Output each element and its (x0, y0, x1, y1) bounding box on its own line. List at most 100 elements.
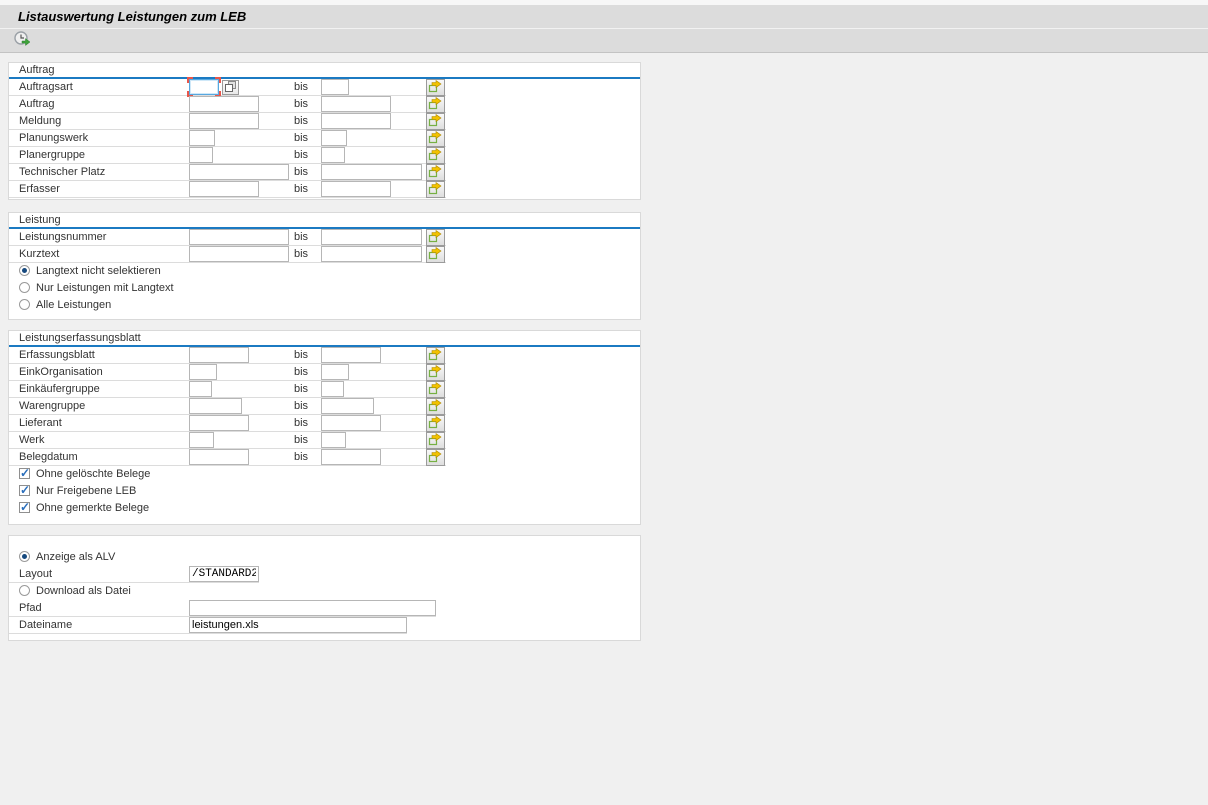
planergruppe-to-input[interactable] (321, 147, 345, 163)
planungswerk-to-input[interactable] (321, 130, 347, 146)
multi-select-arrow-icon (428, 246, 443, 263)
multi-select-arrow-icon (428, 347, 443, 364)
multi-select-button[interactable] (426, 432, 445, 449)
multi-select-button[interactable] (426, 347, 445, 364)
multi-select-button[interactable] (426, 246, 445, 263)
group-title-divider (9, 345, 640, 347)
radio-button[interactable] (19, 299, 30, 310)
technischer-platz-from-input[interactable] (189, 164, 289, 180)
focus-corner (215, 77, 221, 83)
field-row-erfassungsblatt: Erfassungsblatt bis (9, 347, 446, 364)
meldung-from-input[interactable] (189, 113, 259, 129)
erfasser-to-input[interactable] (321, 181, 391, 197)
planungswerk-from-input[interactable] (189, 130, 215, 146)
leistungsnummer-from-input[interactable] (189, 229, 289, 245)
bis-label: bis (294, 132, 309, 144)
radio-button[interactable] (19, 551, 30, 562)
group-box-auftrag: Auftrag Auftragsart (8, 62, 641, 200)
multi-select-button[interactable] (426, 364, 445, 381)
radio-button[interactable] (19, 282, 30, 293)
pfad-input[interactable] (189, 600, 436, 616)
warengruppe-to-input[interactable] (321, 398, 374, 414)
bis-label: bis (294, 183, 309, 195)
multi-select-button[interactable] (426, 130, 445, 147)
field-row-planungswerk: Planungswerk bis (9, 130, 446, 147)
belegdatum-to-input[interactable] (321, 449, 381, 465)
technischer-platz-to-input[interactable] (321, 164, 422, 180)
multi-select-button[interactable] (426, 96, 445, 113)
bis-label: bis (294, 349, 309, 361)
multi-select-button[interactable] (426, 381, 445, 398)
field-label: Auftrag (19, 98, 55, 110)
multi-select-button[interactable] (426, 449, 445, 466)
einkaeufergruppe-to-input[interactable] (321, 381, 344, 397)
erfassungsblatt-to-input[interactable] (321, 347, 381, 363)
kurztext-from-input[interactable] (189, 246, 289, 262)
field-row-auftragsart: Auftragsart bis (9, 77, 446, 97)
auftragsart-to-input[interactable] (321, 79, 349, 95)
multi-select-arrow-icon (428, 364, 443, 381)
execute-button[interactable] (10, 30, 34, 51)
selection-screen: Auftrag Auftragsart (0, 53, 1208, 805)
multi-select-arrow-icon (428, 381, 443, 398)
field-row-einkorganisation: EinkOrganisation bis (9, 364, 446, 381)
multi-select-button[interactable] (426, 181, 445, 198)
planergruppe-from-input[interactable] (189, 147, 213, 163)
einkaeufergruppe-from-input[interactable] (189, 381, 212, 397)
field-label: Dateiname (19, 619, 73, 631)
dateiname-input[interactable] (189, 617, 407, 633)
field-row-meldung: Meldung bis (9, 113, 446, 130)
multi-select-arrow-icon (428, 147, 443, 164)
checkbox[interactable]: ✓ (19, 483, 31, 497)
radio-button[interactable] (19, 585, 30, 596)
werk-from-input[interactable] (189, 432, 214, 448)
auftrag-to-input[interactable] (321, 96, 391, 112)
multi-select-button[interactable] (426, 113, 445, 130)
erfassungsblatt-from-input[interactable] (189, 347, 249, 363)
multi-select-arrow-icon (428, 229, 443, 246)
erfasser-from-input[interactable] (189, 181, 259, 197)
werk-to-input[interactable] (321, 432, 346, 448)
multi-select-button[interactable] (426, 79, 445, 96)
multi-select-arrow-icon (428, 113, 443, 130)
multi-select-button[interactable] (426, 398, 445, 415)
kurztext-to-input[interactable] (321, 246, 422, 262)
field-row-pfad: Pfad (9, 600, 436, 617)
lieferant-to-input[interactable] (321, 415, 381, 431)
group-title-divider (9, 77, 640, 79)
auftrag-from-input[interactable] (189, 96, 259, 112)
field-row-dateiname: Dateiname (9, 617, 407, 634)
meldung-to-input[interactable] (321, 113, 391, 129)
auftragsart-from-input[interactable] (189, 79, 219, 95)
field-row-auftrag: Auftrag bis (9, 96, 446, 113)
bis-label: bis (294, 166, 309, 178)
warengruppe-from-input[interactable] (189, 398, 242, 414)
focus-corner (187, 77, 193, 83)
multi-select-button[interactable] (426, 415, 445, 432)
einkorganisation-from-input[interactable] (189, 364, 217, 380)
multi-select-button[interactable] (426, 164, 445, 181)
screen-titlebar: Listauswertung Leistungen zum LEB (0, 5, 1208, 29)
value-help-button[interactable] (222, 80, 239, 95)
checkbox[interactable]: ✓ (19, 466, 31, 480)
lieferant-from-input[interactable] (189, 415, 249, 431)
belegdatum-from-input[interactable] (189, 449, 249, 465)
multi-select-button[interactable] (426, 229, 445, 246)
leistungsnummer-to-input[interactable] (321, 229, 422, 245)
group-box-leistungserfassungsblatt: Leistungserfassungsblatt Erfassungsblatt… (8, 330, 641, 525)
multi-select-arrow-icon (428, 96, 443, 113)
multi-select-button[interactable] (426, 147, 445, 164)
radio-label: Nur Leistungen mit Langtext (36, 282, 174, 294)
einkorganisation-to-input[interactable] (321, 364, 349, 380)
field-label: Werk (19, 434, 45, 446)
window-top-strip (0, 0, 1208, 5)
radio-button[interactable] (19, 265, 30, 276)
layout-input[interactable] (189, 566, 259, 582)
checkbox[interactable]: ✓ (19, 500, 31, 514)
field-row-technischer-platz: Technischer Platz bis (9, 164, 446, 181)
radio-row-download-datei: Download als Datei (9, 583, 640, 600)
field-row-werk: Werk bis (9, 432, 446, 449)
application-toolbar (0, 29, 1208, 53)
execute-clock-icon (13, 30, 31, 51)
bis-label: bis (294, 366, 309, 378)
